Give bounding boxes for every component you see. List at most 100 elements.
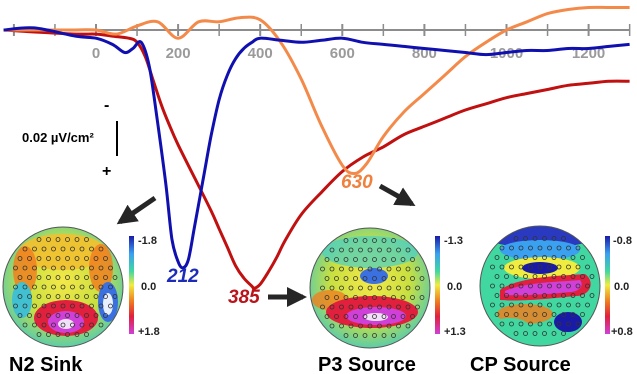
electrode-dot (367, 266, 373, 272)
electrode-dot (561, 293, 566, 298)
electrode-dot (27, 256, 32, 261)
electrode-dot (523, 312, 528, 317)
electrode-dot (589, 293, 595, 298)
electrode-dot (513, 312, 519, 317)
electrode-dot (405, 304, 411, 310)
electrode-dot (396, 285, 401, 291)
electrode-dot (561, 274, 566, 279)
electrode-dot (490, 283, 495, 289)
electrode-dot (93, 256, 99, 261)
tick-label: 400 (248, 45, 273, 62)
electrode-dot (542, 274, 547, 279)
electrode-dot (528, 264, 533, 270)
electrode-dot (532, 331, 538, 336)
electrode-dot (36, 294, 42, 299)
electrode-dot (396, 247, 401, 253)
colorbar-top-label: -0.8 (613, 235, 632, 247)
electrode-dot (329, 285, 335, 291)
electrode-dot (32, 303, 37, 309)
electrode-dot (348, 285, 354, 291)
electrode-dot (509, 264, 514, 270)
electrode-dot (386, 247, 392, 253)
electrode-dot (499, 245, 505, 251)
electrode-dot (513, 255, 519, 260)
electrode-dot (32, 246, 37, 252)
electrode-dot (98, 284, 104, 290)
electrode-dot (36, 237, 42, 242)
electrode-dot (580, 274, 585, 279)
electrode-dot (372, 333, 377, 338)
topomap-cp-source: -0.8 0.0 +0.8 CP Source (470, 225, 633, 374)
electrode-dot (372, 314, 377, 319)
electrode-dot (415, 304, 420, 310)
electrode-dot (103, 313, 108, 318)
electrode-dot (103, 294, 108, 299)
electrode-dot (98, 303, 104, 309)
electrode-dot (386, 304, 392, 310)
electrode-dot (334, 295, 339, 300)
electrode-dot (377, 323, 382, 329)
map-title: N2 Sink (9, 354, 83, 374)
electrode-dot (367, 323, 373, 329)
electrode-dot (405, 247, 411, 253)
colorbar-mid-label: 0.0 (141, 281, 156, 293)
electrode-dot (518, 245, 524, 251)
electrode-dot (362, 333, 368, 338)
electrode-dot (353, 276, 358, 281)
electrode-dot (528, 245, 533, 251)
electrode-dot (405, 266, 411, 272)
electrode-dot (566, 302, 571, 308)
electrode-dot (112, 275, 118, 280)
electrode-dot (381, 257, 387, 262)
electrode-dot (93, 275, 99, 280)
electrode-dot (405, 323, 411, 329)
colorbar (605, 236, 610, 334)
electrode-dot (84, 237, 89, 242)
electrode-dot (589, 274, 595, 279)
electrode-dot (386, 285, 392, 291)
electrode-dot (55, 256, 61, 261)
electrode-dot (362, 257, 368, 262)
electrode-dot (70, 246, 75, 252)
electrode-dot (22, 265, 28, 271)
electrode-dot (372, 257, 377, 262)
electrode-dot (36, 332, 42, 337)
electrode-dot (528, 321, 533, 327)
arrows (116, 183, 416, 307)
electrode-dot (17, 275, 23, 280)
electrode-dot (504, 274, 509, 279)
electrode-dot (320, 304, 325, 310)
electrode-dot (561, 255, 566, 260)
electrode-dot (70, 303, 75, 309)
electrode-dot (523, 236, 528, 241)
electrode-dot (575, 302, 581, 308)
electrode-dot (108, 303, 113, 309)
electrode-dot (22, 284, 28, 290)
electrode-dot (343, 295, 349, 300)
electrode-dot (419, 295, 425, 300)
electrode-dot (348, 266, 354, 272)
electrode-dot (504, 255, 509, 260)
topomap-n2-sink: -1.8 0.0 +1.8 N2 Sink (2, 226, 160, 374)
electrode-dot (570, 312, 576, 317)
electrode-dot (372, 276, 377, 281)
electrode-dot (13, 303, 18, 309)
electrode-dot (566, 264, 571, 270)
electrode-dot (343, 257, 349, 262)
electrode-dot (36, 256, 42, 261)
electrode-dot (343, 314, 349, 319)
electrode-dot (60, 246, 66, 252)
electrode-dot (320, 285, 325, 291)
electrode-dot (367, 304, 373, 310)
electrode-dot (334, 314, 339, 319)
electrode-dot (556, 264, 562, 270)
electrode-dot (22, 246, 28, 252)
electrode-dot (551, 293, 557, 298)
electrode-dot (523, 293, 528, 298)
electrode-dot (74, 256, 80, 261)
electrode-dot (391, 238, 396, 243)
colorbar-mid-label: 0.0 (614, 281, 629, 293)
topomap-p3-source: -1.3 0.0 +1.3 P3 Source (309, 227, 466, 374)
electrode-dot (547, 283, 552, 289)
electrode-dot (537, 302, 543, 308)
